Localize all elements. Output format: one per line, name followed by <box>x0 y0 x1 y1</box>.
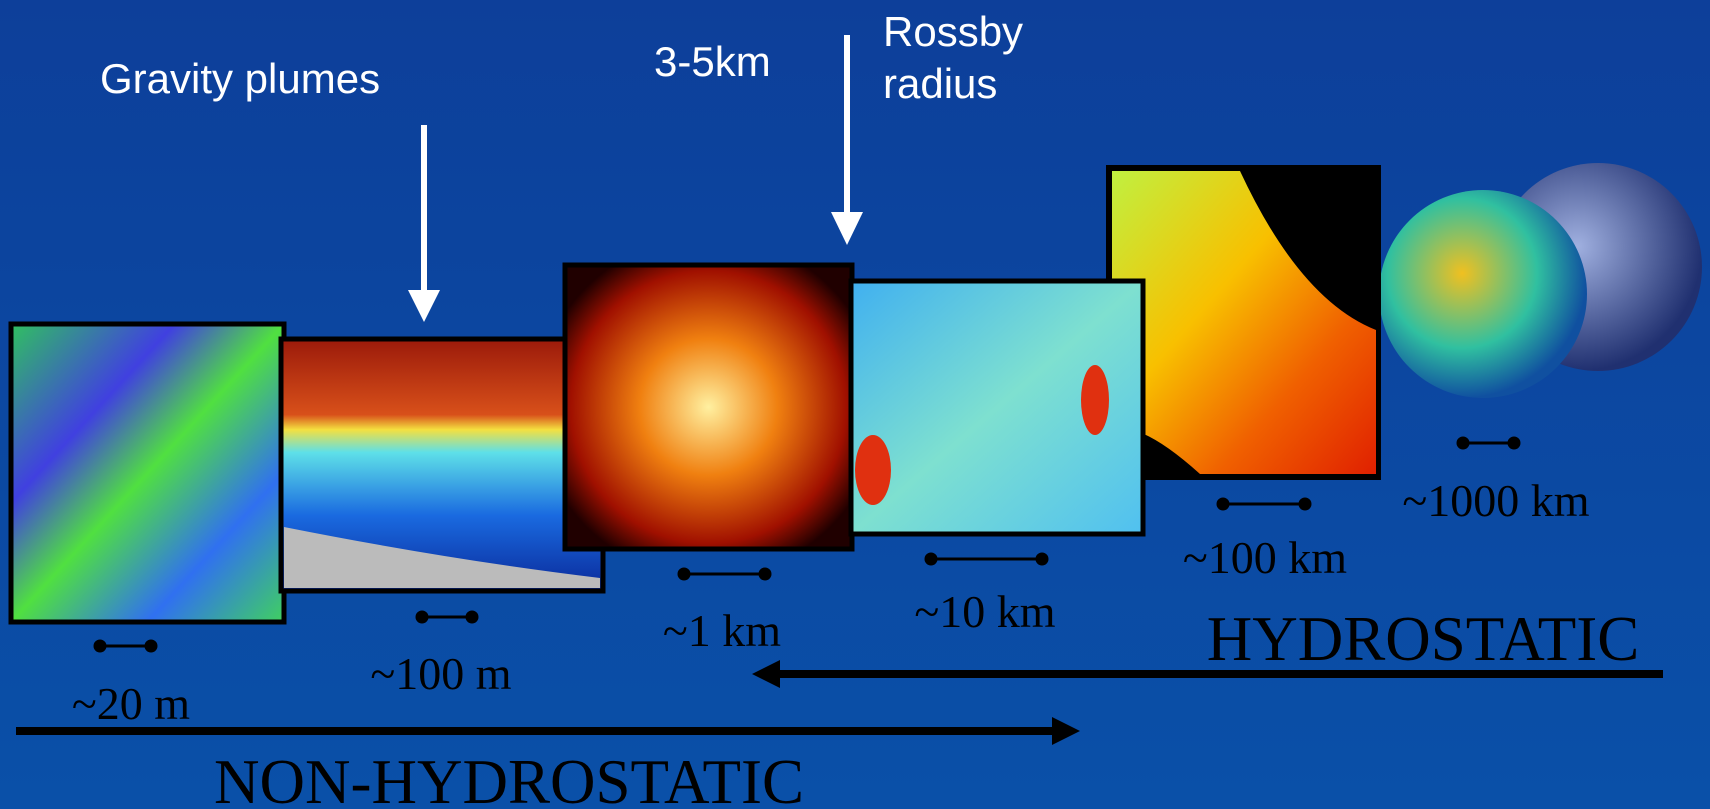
slide: Gravity plumes 3-5km Rossby radius ~20 m… <box>0 0 1710 809</box>
scale-label: ~1000 km <box>1402 475 1589 526</box>
scale-label: ~1 km <box>663 605 781 656</box>
annotation: Rossby <box>883 8 1023 55</box>
regime-label: HYDROSTATIC <box>1207 604 1639 674</box>
image <box>565 265 852 549</box>
annotation: 3-5km <box>654 38 771 85</box>
scale-label: ~100 km <box>1183 532 1347 583</box>
image <box>11 324 284 622</box>
globe <box>1379 190 1587 398</box>
annotation: radius <box>883 60 997 107</box>
image-detail <box>855 435 891 505</box>
image-detail <box>1081 365 1109 435</box>
scale-label: ~20 m <box>72 678 190 729</box>
regime-label: NON-HYDROSTATIC <box>214 747 804 809</box>
scale-label: ~10 km <box>914 586 1055 637</box>
page: Gravity plumes 3-5km Rossby radius ~20 m… <box>0 0 1710 809</box>
annotation: Gravity plumes <box>100 55 380 102</box>
scale-label: ~100 m <box>370 648 511 699</box>
